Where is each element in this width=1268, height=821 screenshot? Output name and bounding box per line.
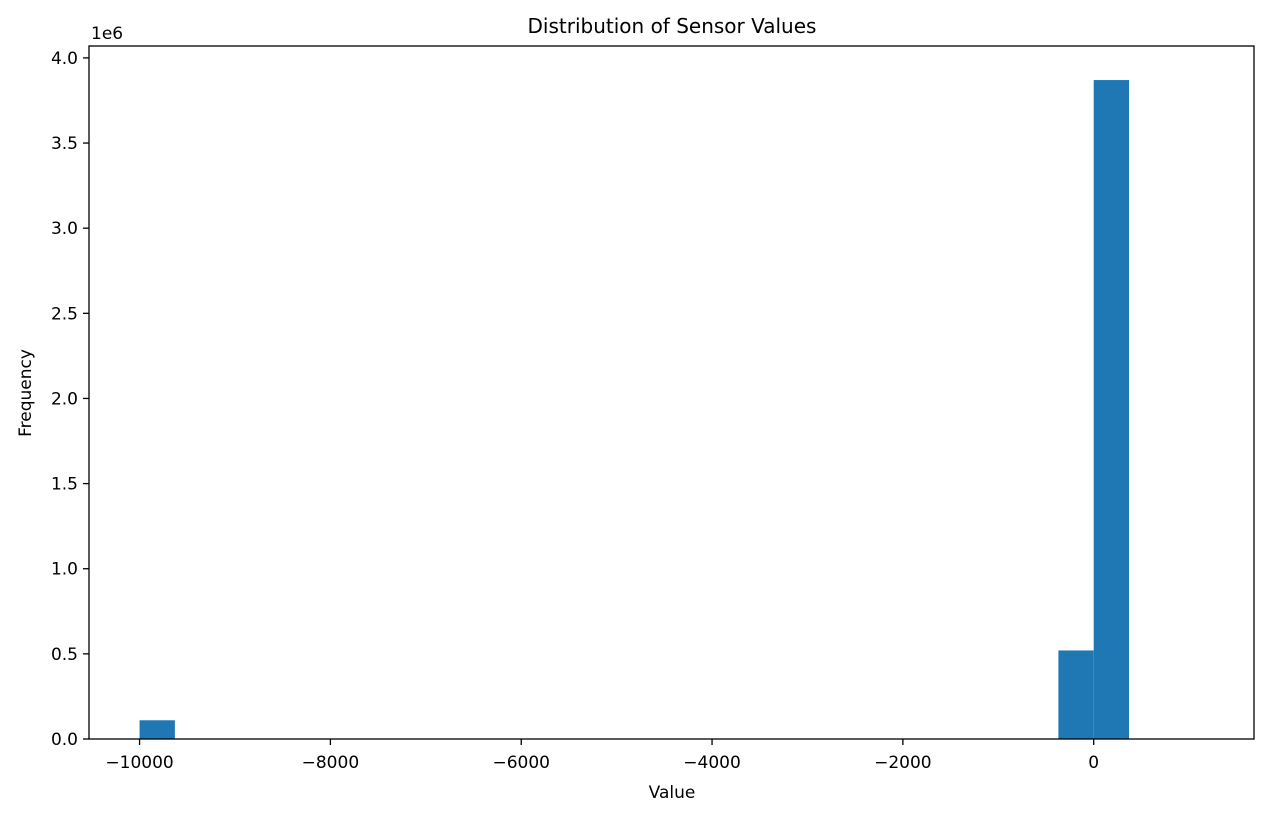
x-tick-label-0: −10000 [105,753,173,773]
x-axis-label: Value [649,783,696,803]
plot-frame [88,45,1255,740]
y-tick-label-0: 0.0 [51,730,78,750]
y-axis-label: Frequency [16,349,36,437]
bars-group [139,80,1130,739]
y-tick-label-2: 1.0 [51,560,78,580]
y-tick-label-3: 1.5 [51,475,78,495]
chart-title: Distribution of Sensor Values [528,14,817,38]
y-axis-ticks: 0.0 0.5 1.0 1.5 2.0 2.5 3.0 3.5 4.0 [51,49,89,750]
y-tick-label-8: 4.0 [51,49,78,69]
y-tick-label-6: 3.0 [51,219,78,239]
x-tick-label-2: −6000 [492,753,550,773]
y-tick-label-5: 2.5 [51,304,78,324]
x-tick-label-4: −2000 [874,753,932,773]
histogram-bar-0 [139,720,175,739]
y-tick-label-7: 3.5 [51,134,78,154]
histogram-bar-2 [1093,80,1130,739]
x-tick-label-1: −8000 [302,753,360,773]
histogram-bar-1 [1058,650,1094,739]
y-axis-offset-label: 1e6 [91,24,123,44]
y-tick-label-1: 0.5 [51,645,78,665]
y-tick-label-4: 2.0 [51,389,78,409]
x-axis-ticks: −10000 −8000 −6000 −4000 −2000 0 [105,739,1099,773]
x-tick-label-5: 0 [1088,753,1099,773]
x-tick-label-3: −4000 [683,753,741,773]
